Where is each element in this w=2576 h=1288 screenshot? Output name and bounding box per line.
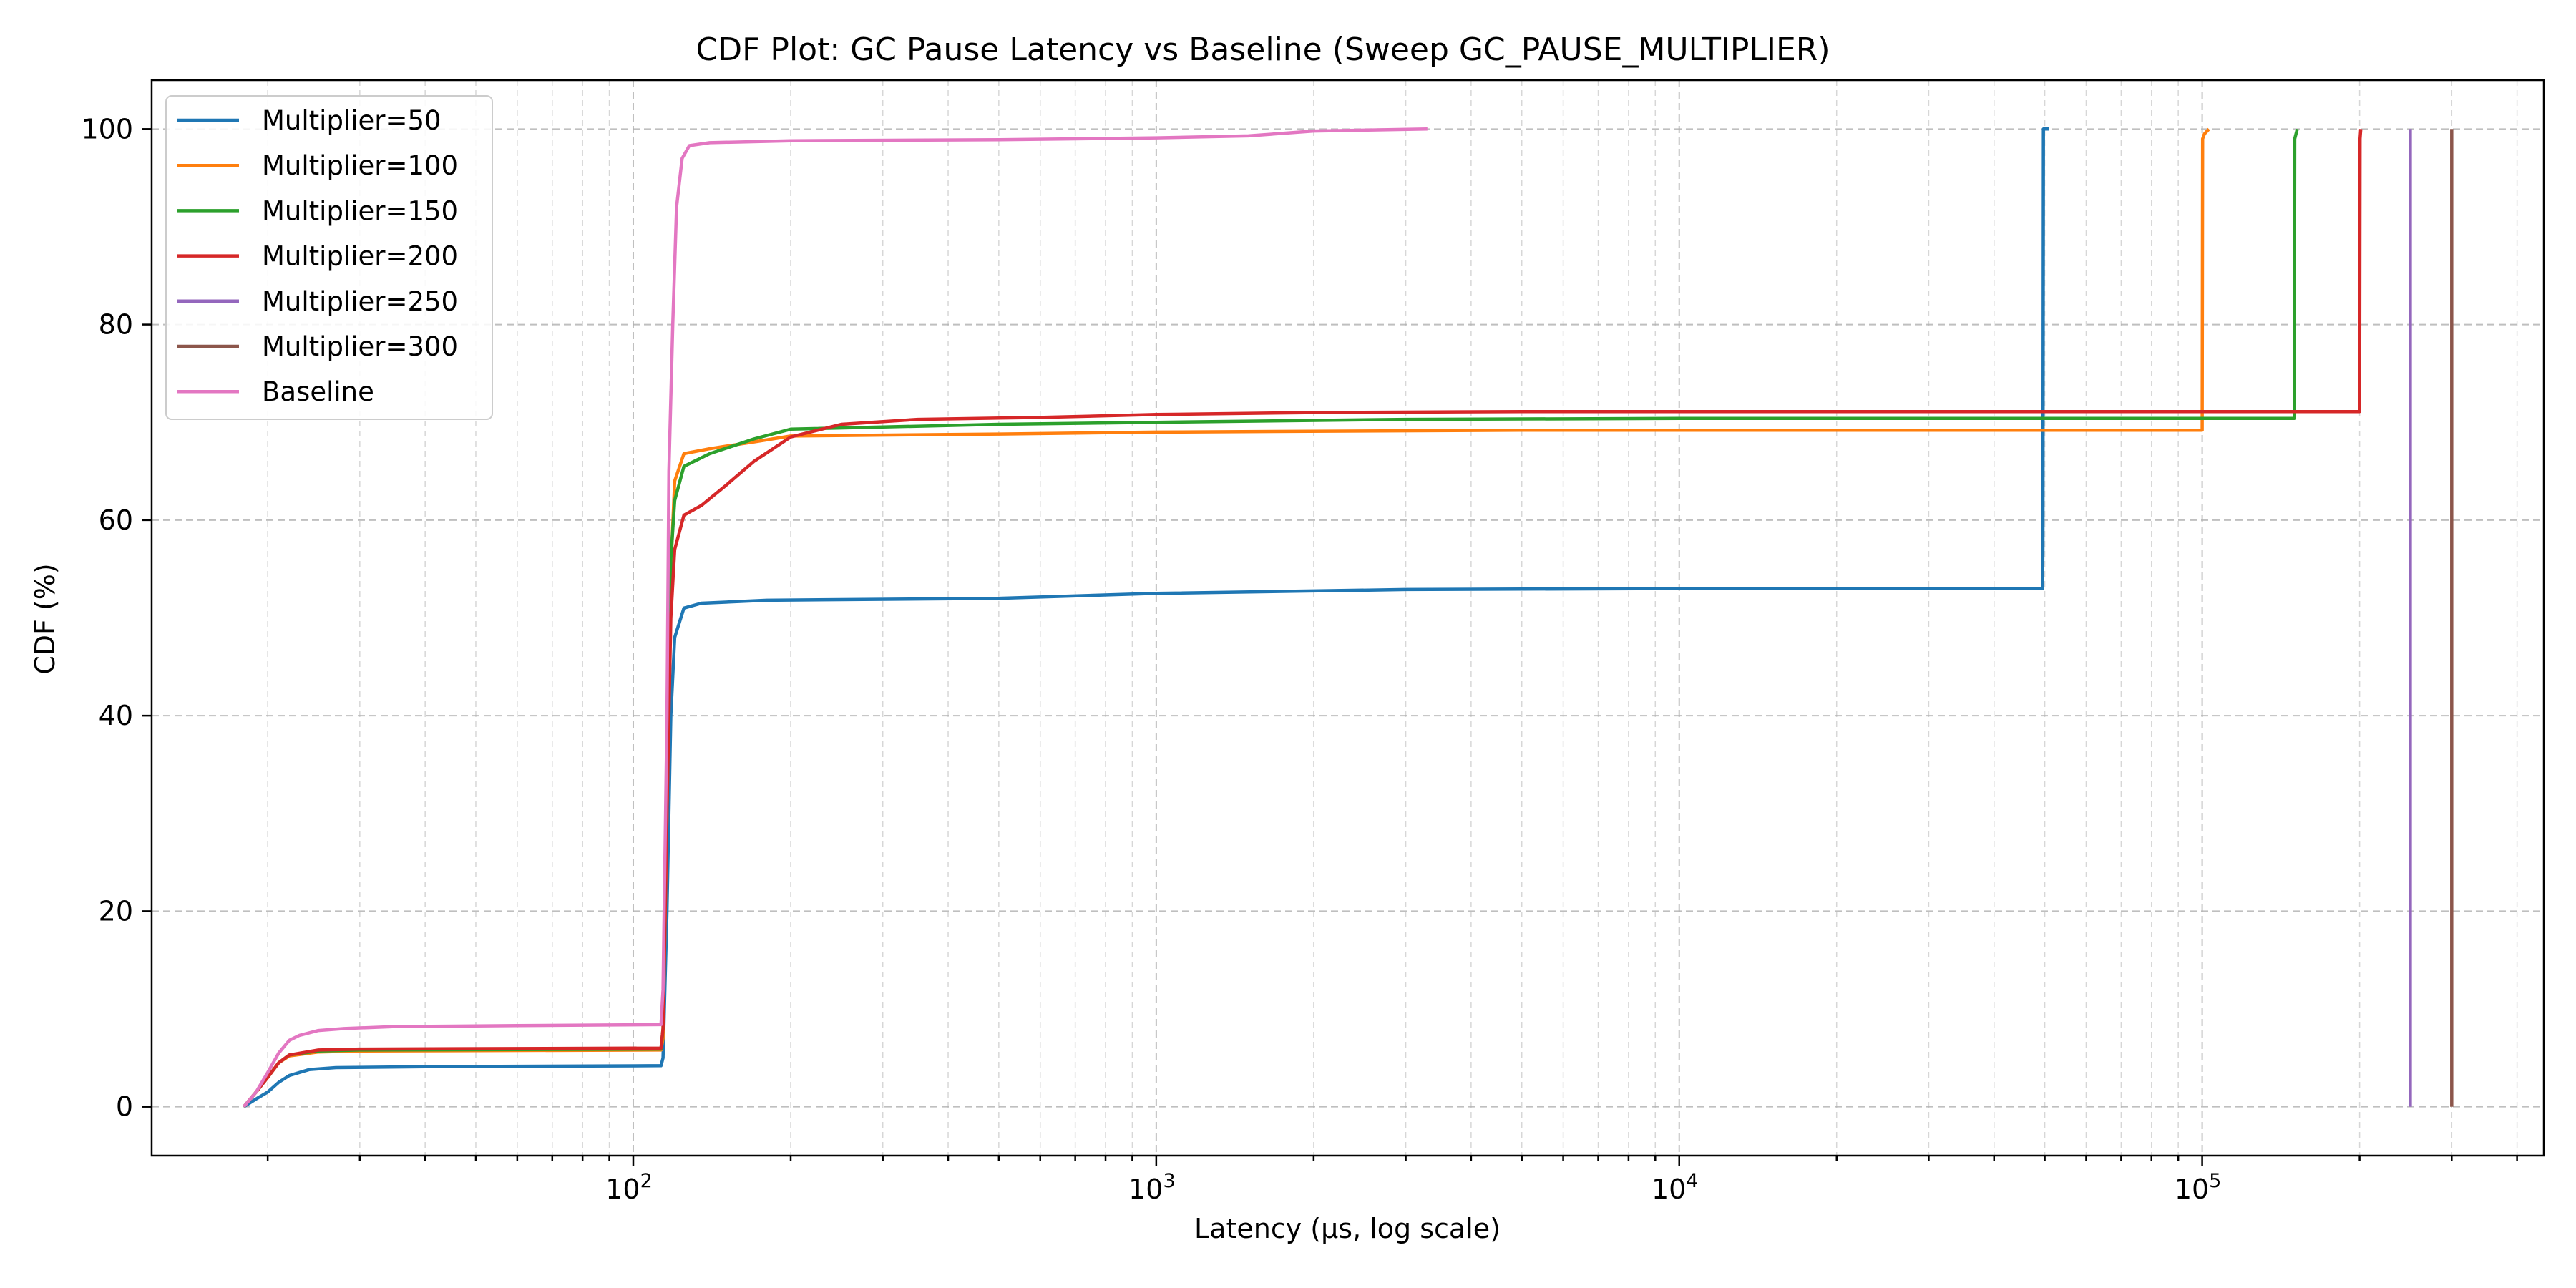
y-tick-label: 0 — [116, 1091, 133, 1123]
chart-title: CDF Plot: GC Pause Latency vs Baseline (… — [696, 31, 1830, 68]
x-axis-label: Latency (µs, log scale) — [1194, 1213, 1501, 1244]
x-tick-base: 10 — [1652, 1174, 1686, 1205]
x-tick-label: 104 — [1652, 1170, 1699, 1205]
legend-entry-label: Multiplier=150 — [262, 195, 458, 226]
plot-frame — [150, 79, 2545, 1157]
x-tick-label: 102 — [605, 1170, 653, 1205]
y-tick-label: 40 — [99, 700, 133, 731]
y-tick-label: 60 — [99, 504, 133, 536]
legend: Multiplier=50 Multiplier=100 Multiplier=15… — [165, 95, 493, 420]
legend-entry-label: Baseline — [262, 376, 374, 407]
legend-box — [165, 95, 493, 420]
x-tick-base: 10 — [605, 1174, 640, 1205]
x-tick-exponent: 2 — [640, 1170, 653, 1192]
x-tick-base: 10 — [1128, 1174, 1163, 1205]
legend-entry-label: Multiplier=100 — [262, 150, 458, 181]
x-tick-label: 105 — [2175, 1170, 2222, 1205]
series-line-multiplier-50 — [243, 127, 2049, 1108]
series-line-multiplier-100 — [242, 127, 2210, 1108]
y-axis-label: CDF (%) — [29, 563, 61, 675]
y-tick-label: 100 — [81, 113, 133, 145]
legend-entry-label: Multiplier=50 — [262, 105, 441, 136]
x-axis-ticks: 102 103 104 105 — [266, 1156, 2518, 1205]
series-line-baseline — [242, 127, 1428, 1108]
y-axis-ticks: 0 20 40 60 80 100 — [81, 113, 152, 1123]
y-tick-label: 80 — [99, 309, 133, 341]
x-tick-exponent: 4 — [1686, 1170, 1698, 1192]
legend-entry-label: Multiplier=250 — [262, 286, 458, 317]
y-tick-label: 20 — [99, 895, 133, 927]
legend-entry-label: Multiplier=200 — [262, 241, 458, 272]
legend-entry-label: Multiplier=300 — [262, 331, 458, 362]
series-group — [242, 127, 2454, 1108]
x-tick-exponent: 3 — [1163, 1170, 1175, 1192]
series-line-multiplier-200 — [242, 129, 2363, 1108]
grid — [152, 80, 2544, 1156]
x-tick-label: 103 — [1128, 1170, 1176, 1205]
x-tick-exponent: 5 — [2209, 1170, 2221, 1192]
x-tick-base: 10 — [2175, 1174, 2209, 1205]
